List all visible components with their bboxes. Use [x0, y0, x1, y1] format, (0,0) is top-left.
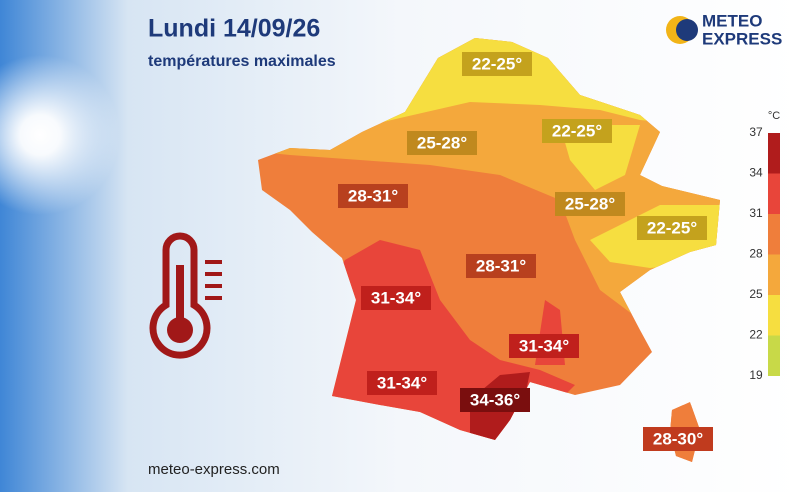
legend-unit: °C	[768, 110, 780, 122]
legend-band	[768, 133, 780, 174]
zone-label-box	[462, 52, 532, 76]
thermometer	[149, 232, 222, 359]
legend-band	[768, 173, 780, 214]
footer: meteo-express.com	[148, 461, 280, 478]
zone-label-box	[460, 388, 530, 412]
zone-label: 28-31°	[476, 256, 526, 275]
zone-label: 22-25°	[472, 54, 522, 73]
zone-label-box	[466, 254, 536, 278]
zone-label: 31-34°	[377, 373, 427, 392]
zone-label: 25-28°	[417, 133, 467, 152]
zone-label-box	[338, 184, 408, 208]
zone-label: 22-25°	[647, 218, 697, 237]
zone-label-box	[367, 371, 437, 395]
legend-tick-label: 34	[749, 166, 763, 180]
zone-label: 25-28°	[565, 194, 615, 213]
zone-label: 31-34°	[371, 288, 421, 307]
logo-line2: EXPRESS	[702, 29, 782, 48]
title: Lundi 14/09/26	[148, 15, 320, 43]
legend-band	[768, 254, 780, 295]
legend-tick-label: 22	[749, 328, 763, 342]
subtitle: températures maximales	[148, 53, 336, 70]
zone-label: 28-31°	[348, 186, 398, 205]
legend-band	[768, 295, 780, 336]
zone-label-box	[555, 192, 625, 216]
logo-line1: METEO	[702, 11, 762, 30]
legend-tick-label: 37	[749, 125, 763, 139]
legend-tick-label: 25	[749, 287, 763, 301]
legend-tick-label: 28	[749, 247, 763, 261]
zone-label: 31-34°	[519, 336, 569, 355]
legend-tick-label: 31	[749, 206, 763, 220]
logo-icon-moon	[676, 19, 698, 41]
zone-label-box	[643, 427, 713, 451]
zone-label-box	[542, 119, 612, 143]
legend-band	[768, 335, 780, 376]
zone-label-box	[509, 334, 579, 358]
zone-label-box	[407, 131, 477, 155]
legend-tick-label: 19	[749, 368, 763, 382]
sun	[0, 55, 120, 215]
zone-label-box	[637, 216, 707, 240]
zone-label: 28-30°	[653, 429, 703, 448]
zone-label: 34-36°	[470, 390, 520, 409]
legend-band	[768, 214, 780, 255]
zone-label-box	[361, 286, 431, 310]
zone-label: 22-25°	[552, 121, 602, 140]
